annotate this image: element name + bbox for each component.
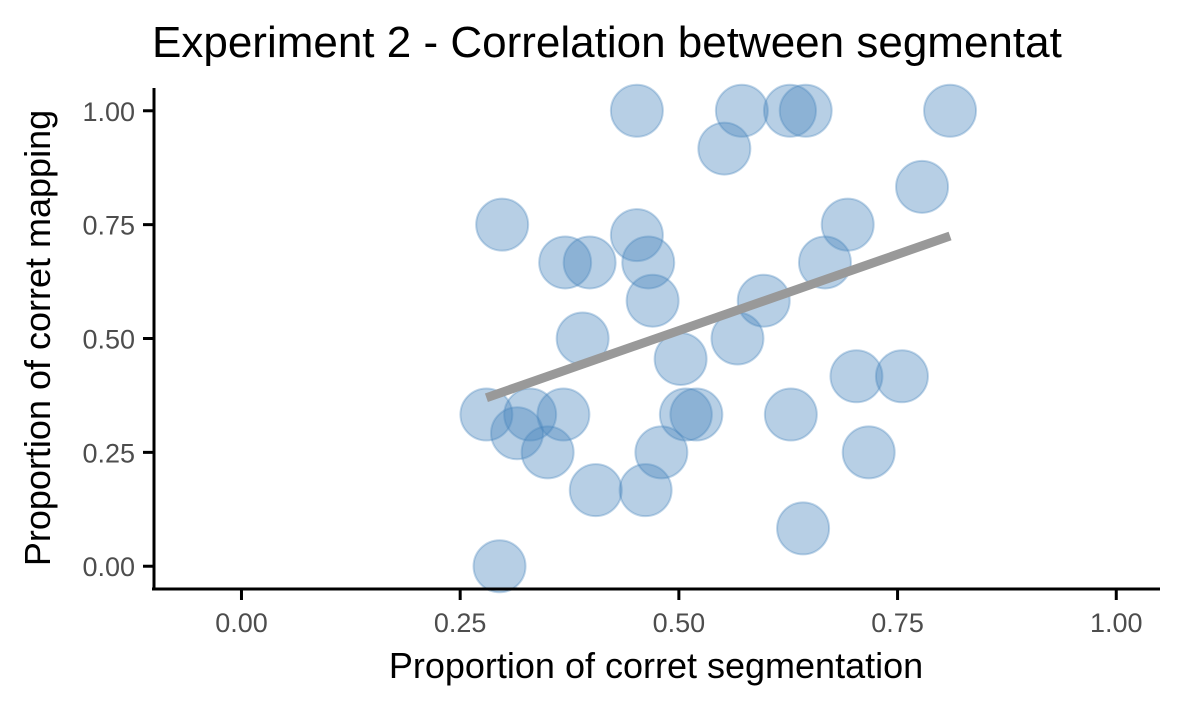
data-point (520, 425, 575, 480)
data-point (714, 83, 769, 138)
data-point (562, 235, 617, 290)
trend-line (484, 231, 952, 402)
data-point (658, 387, 713, 442)
data-point (923, 83, 978, 138)
data-point (472, 539, 527, 594)
data-point (536, 387, 591, 442)
data-point (621, 235, 676, 290)
y-ticks: 0.00 0.25 0.50 0.75 1.00 (82, 97, 154, 582)
data-point (625, 273, 680, 328)
data-point (763, 387, 818, 442)
data-point (669, 387, 724, 442)
x-tick-label: 0.75 (871, 608, 924, 638)
points-layer (459, 83, 978, 594)
data-point (459, 387, 514, 442)
data-point (841, 425, 896, 480)
data-point (634, 425, 689, 480)
x-ticks: 0.00 0.25 0.50 0.75 1.00 (215, 589, 1143, 638)
y-axis-title: Proportion of corret mapping (17, 110, 58, 566)
x-tick-label: 0.00 (215, 608, 268, 638)
x-tick-label: 1.00 (1090, 608, 1143, 638)
data-point (538, 235, 593, 290)
data-point (475, 197, 530, 252)
y-tick-label: 0.50 (82, 325, 135, 355)
data-point (609, 208, 664, 263)
y-tick-label: 0.00 (82, 552, 135, 582)
data-point (609, 83, 664, 138)
data-point (503, 387, 558, 442)
y-tick-label: 0.75 (82, 211, 135, 241)
data-point (829, 349, 884, 404)
data-point (776, 501, 831, 556)
data-point (762, 83, 817, 138)
data-point (490, 406, 545, 461)
x-tick-label: 0.25 (434, 608, 487, 638)
chart-title: Experiment 2 - Correlation between segme… (152, 18, 1062, 67)
data-point (874, 349, 929, 404)
data-point (895, 159, 950, 214)
y-tick-label: 1.00 (82, 97, 135, 127)
x-tick-label: 0.50 (653, 608, 706, 638)
data-point (820, 197, 875, 252)
data-point (697, 121, 752, 176)
x-axis-title: Proportion of corret segmentation (389, 645, 923, 686)
data-point (778, 83, 833, 138)
data-point (618, 463, 673, 518)
y-tick-label: 0.25 (82, 438, 135, 468)
data-point (568, 463, 623, 518)
